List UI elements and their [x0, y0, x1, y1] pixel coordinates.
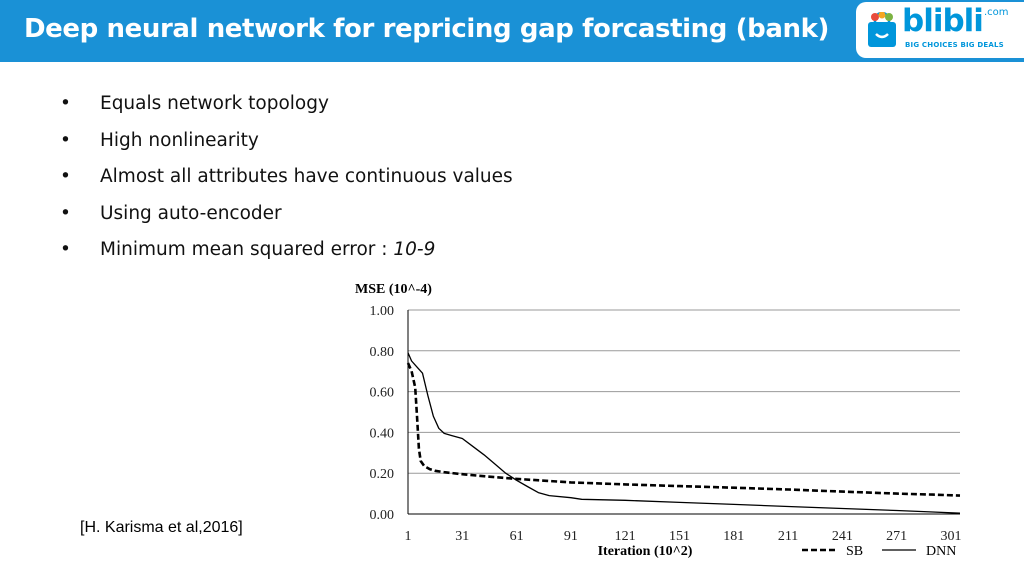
bullet-dot-icon: • [60, 202, 71, 224]
bullet-mse-label: Minimum mean squared error : [100, 239, 394, 261]
y-tick-label: 0.20 [370, 467, 395, 482]
bullet-dot-icon: • [60, 239, 71, 261]
x-tick-label: 1 [405, 529, 412, 544]
series-line-sb [406, 362, 961, 497]
x-tick-label: 241 [832, 529, 853, 544]
y-axis-title: MSE (10^-4) [355, 282, 432, 297]
logo-tagline: BIG CHOICES BIG DEALS [905, 41, 1004, 49]
x-tick-label: 91 [564, 529, 578, 544]
y-tick-label: 0.60 [370, 386, 395, 401]
bullet-text-mse: Minimum mean squared error : 10-9 [100, 239, 435, 260]
y-tick-label: 0.00 [370, 508, 395, 523]
series-line-dnn [407, 352, 961, 514]
legend-label-dnn: DNN [926, 544, 956, 559]
bullet-text: High nonlinearity [100, 129, 259, 151]
x-axis-title: Iteration (10^2) [598, 544, 693, 559]
bullet-mse-value: 10-9 [393, 239, 436, 261]
title-bar: Deep neural network for repricing gap fo… [0, 0, 1024, 62]
logo-wordmark: blibli [902, 3, 984, 39]
x-tick-label: 151 [669, 529, 690, 544]
x-tick-label: 181 [723, 529, 744, 544]
shopping-bag-icon [868, 12, 896, 47]
bullet-dot-icon: • [60, 129, 71, 151]
bullet-text: Using auto-encoder [100, 202, 282, 224]
legend-label-sb: SB [846, 544, 863, 559]
y-tick-label: 0.80 [370, 345, 395, 360]
x-tick-label: 121 [615, 529, 636, 544]
bullet-text: Almost all attributes have continuous va… [100, 166, 513, 188]
y-tick-label: 0.40 [370, 426, 395, 441]
logo-domain: .com [984, 7, 1009, 18]
x-tick-label: 301 [940, 529, 961, 544]
citation: [H. Karisma et al,2016] [80, 519, 243, 536]
brand-logo: blibli .com BIG CHOICES BIG DEALS [856, 2, 1024, 58]
x-tick-label: 211 [778, 529, 798, 544]
bullet-dot-icon: • [60, 93, 71, 114]
x-tick-label: 31 [455, 529, 469, 544]
x-tick-label: 271 [886, 529, 907, 544]
x-tick-label: 61 [510, 529, 524, 544]
slide-title: Deep neural network for repricing gap fo… [24, 14, 829, 44]
bullet-text: Equals network topology [100, 93, 329, 114]
bullet-dot-icon: • [60, 166, 71, 188]
y-tick-label: 1.00 [370, 304, 395, 319]
mse-line-chart: 0.00 0.20 0.40 0.60 0.80 1.00 1 31 61 91 121 151 181… [355, 282, 961, 559]
